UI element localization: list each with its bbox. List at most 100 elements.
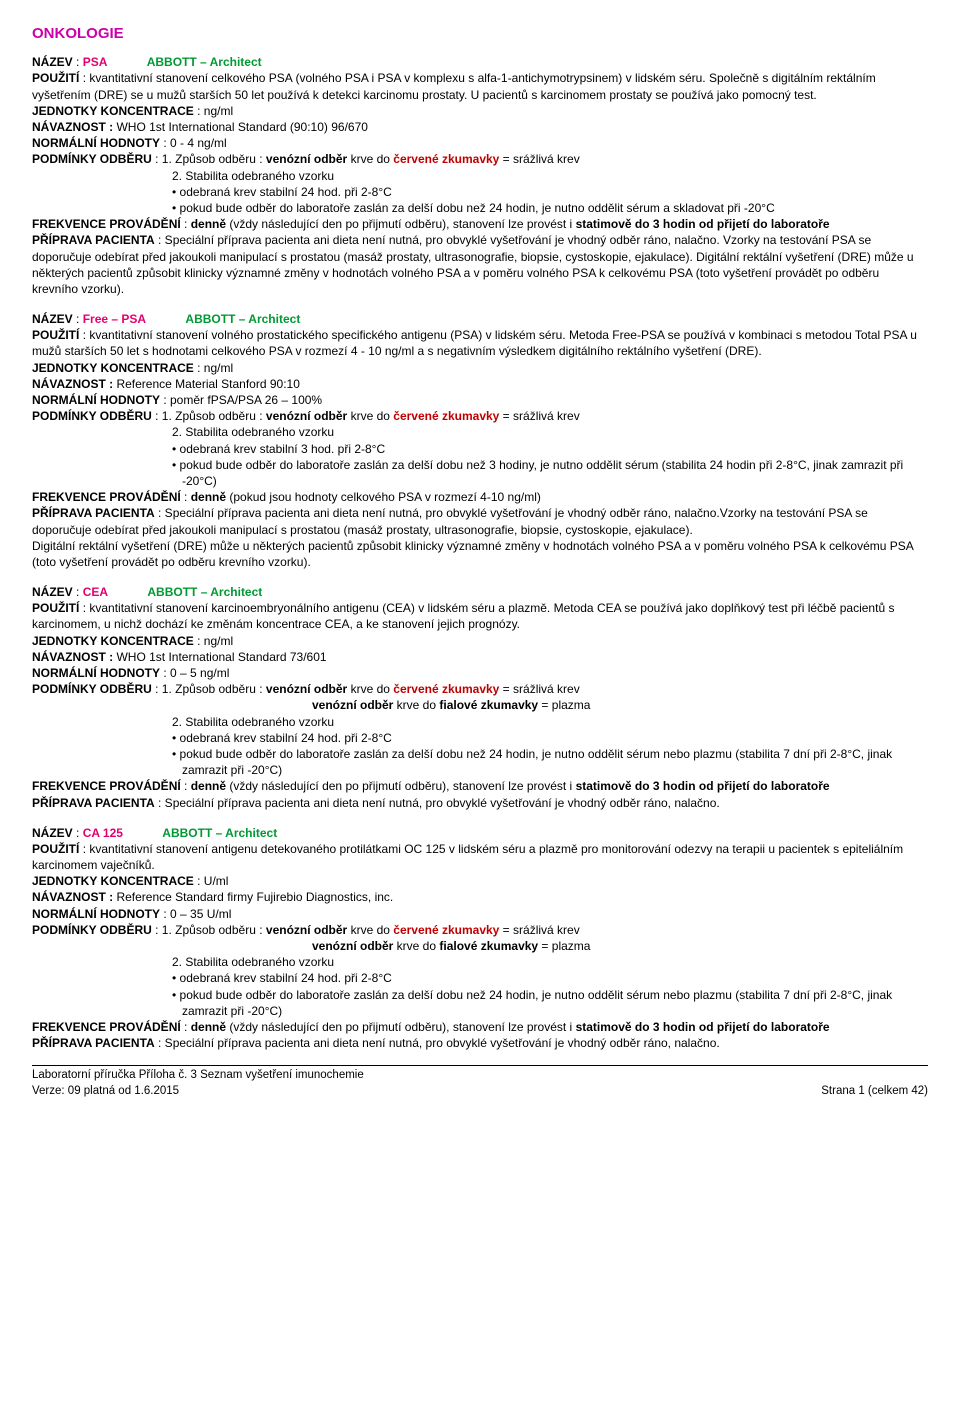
label-podminky: PODMÍNKY ODBĚRU <box>32 409 152 423</box>
psa-pod1d: červené zkumavky <box>393 152 499 166</box>
psa-fa: : <box>184 217 191 231</box>
label-jednotky: JEDNOTKY KONCENTRACE <box>32 874 194 888</box>
fpsa-pod1b: venózní odběr <box>266 409 347 423</box>
label-podminky: PODMÍNKY ODBĚRU <box>32 152 152 166</box>
ca125-bullet-1: odebraná krev stabilní 24 hod. při 2-8°C <box>32 970 928 986</box>
cea-system: ABBOTT – Architect <box>147 585 262 599</box>
label-jednotky: JEDNOTKY KONCENTRACE <box>32 634 194 648</box>
cea-fa: : <box>184 779 191 793</box>
cea-navaznost: WHO 1st International Standard 73/601 <box>116 650 326 664</box>
cea-normalni: : 0 – 5 ng/ml <box>163 666 229 680</box>
psa-fc: (vždy následující den po přijmutí odběru… <box>226 217 576 231</box>
fpsa-bullet-2: pokud bude odběr do laboratoře zaslán za… <box>32 457 928 489</box>
fpsa-fc: (pokud jsou hodnoty celkového PSA v rozm… <box>226 490 541 504</box>
cea-jednotky: : ng/ml <box>197 634 233 648</box>
fpsa-pod1e: = srážlivá krev <box>499 409 579 423</box>
label-navaznost: NÁVAZNOST : <box>32 377 113 391</box>
cea-pod1d: červené zkumavky <box>393 682 499 696</box>
entry-ca125: NÁZEV : CA 125 ABBOTT – Architect POUŽIT… <box>32 825 928 1052</box>
ca125-jednotky: : U/ml <box>197 874 228 888</box>
ca125-pod1b: venózní odběr <box>266 923 347 937</box>
label-frekvence: FREKVENCE PROVÁDĚNÍ <box>32 1020 181 1034</box>
cea-bullet-2: pokud bude odběr do laboratoře zaslán za… <box>32 746 928 778</box>
psa-system: ABBOTT – Architect <box>147 55 262 69</box>
label-normalni: NORMÁLNÍ HODNOTY <box>32 907 160 921</box>
fpsa-bullet-1: odebraná krev stabilní 3 hod. při 2-8°C <box>32 441 928 457</box>
cea-pod2c: fialové zkumavky <box>439 698 538 712</box>
label-normalni: NORMÁLNÍ HODNOTY <box>32 393 160 407</box>
ca125-navaznost: Reference Standard firmy Fujirebio Diagn… <box>116 890 393 904</box>
label-frekvence: FREKVENCE PROVÁDĚNÍ <box>32 779 181 793</box>
label-nazev: NÁZEV <box>32 312 73 326</box>
footer: Laboratorní příručka Příloha č. 3 Seznam… <box>32 1068 928 1099</box>
section-header: ONKOLOGIE <box>32 24 928 44</box>
ca125-pod1d: červené zkumavky <box>393 923 499 937</box>
cea-pouziti: : kvantitativní stanovení karcinoembryon… <box>32 601 894 631</box>
cea-fb: denně <box>191 779 226 793</box>
entry-psa: NÁZEV : PSA ABBOTT – Architect POUŽITÍ :… <box>32 54 928 297</box>
fpsa-priprava2: Digitální rektální vyšetření (DRE) může … <box>32 538 928 570</box>
ca125-normalni: : 0 – 35 U/ml <box>163 907 231 921</box>
label-pouziti: POUŽITÍ <box>32 71 79 85</box>
stabilita-label: 2. Stabilita odebraného vzorku <box>32 168 928 184</box>
ca125-pod1c: krve do <box>347 923 393 937</box>
fpsa-pod1a: : 1. Způsob odběru : <box>155 409 266 423</box>
label-jednotky: JEDNOTKY KONCENTRACE <box>32 104 194 118</box>
label-jednotky: JEDNOTKY KONCENTRACE <box>32 361 194 375</box>
cea-pod2b: krve do <box>393 698 439 712</box>
label-pouziti: POUŽITÍ <box>32 601 79 615</box>
ca125-name: CA 125 <box>83 826 123 840</box>
footer-page: Strana 1 (celkem 42) <box>821 1084 928 1100</box>
ca125-pod2d: = plazma <box>538 939 590 953</box>
ca125-pouziti: : kvantitativní stanovení antigenu detek… <box>32 842 903 872</box>
label-navaznost: NÁVAZNOST : <box>32 890 113 904</box>
label-normalni: NORMÁLNÍ HODNOTY <box>32 666 160 680</box>
label-podminky: PODMÍNKY ODBĚRU <box>32 682 152 696</box>
label-frekvence: FREKVENCE PROVÁDĚNÍ <box>32 217 181 231</box>
cea-pod2a: venózní odběr <box>312 698 393 712</box>
cea-priprava: : Speciální příprava pacienta ani dieta … <box>158 796 720 810</box>
cea-name: CEA <box>83 585 108 599</box>
psa-bullet-2: pokud bude odběr do laboratoře zaslán za… <box>32 200 928 216</box>
entry-free-psa: NÁZEV : Free – PSA ABBOTT – Architect PO… <box>32 311 928 570</box>
cea-pod1c: krve do <box>347 682 393 696</box>
psa-pouziti: : kvantitativní stanovení celkového PSA … <box>32 71 876 101</box>
cea-fc: (vždy následující den po přijmutí odběru… <box>226 779 576 793</box>
psa-pod1a: : 1. Způsob odběru : <box>155 152 266 166</box>
psa-normalni: : 0 - 4 ng/ml <box>163 136 226 150</box>
label-nazev: NÁZEV <box>32 826 73 840</box>
label-pouziti: POUŽITÍ <box>32 328 79 342</box>
psa-fd: statimově do 3 hodin od přijetí do labor… <box>576 217 830 231</box>
footer-line-2: Verze: 09 platná od 1.6.2015 <box>32 1085 179 1097</box>
fpsa-pod1c: krve do <box>347 409 393 423</box>
cea-fd: statimově do 3 hodin od přijetí do labor… <box>576 779 830 793</box>
fpsa-normalni: : poměr fPSA/PSA 26 – 100% <box>163 393 322 407</box>
cea-pod1a: : 1. Způsob odběru : <box>155 682 266 696</box>
stabilita-label: 2. Stabilita odebraného vzorku <box>32 714 928 730</box>
label-pouziti: POUŽITÍ <box>32 842 79 856</box>
ca125-fc: (vždy následující den po přijmutí odběru… <box>226 1020 576 1034</box>
footer-divider <box>32 1065 928 1066</box>
label-priprava: PŘÍPRAVA PACIENTA <box>32 1036 155 1050</box>
psa-pod1b: venózní odběr <box>266 152 347 166</box>
ca125-pod2b: krve do <box>393 939 439 953</box>
psa-bullet-1: odebraná krev stabilní 24 hod. při 2-8°C <box>32 184 928 200</box>
psa-navaznost: WHO 1st International Standard (90:10) 9… <box>116 120 367 134</box>
label-priprava: PŘÍPRAVA PACIENTA <box>32 233 155 247</box>
psa-jednotky: : ng/ml <box>197 104 233 118</box>
ca125-pod1a: : 1. Způsob odběru : <box>155 923 266 937</box>
psa-pod1c: krve do <box>347 152 393 166</box>
fpsa-system: ABBOTT – Architect <box>185 312 300 326</box>
fpsa-priprava: : Speciální příprava pacienta ani dieta … <box>32 506 868 536</box>
ca125-fd: statimově do 3 hodin od přijetí do labor… <box>576 1020 830 1034</box>
cea-pod1b: venózní odběr <box>266 682 347 696</box>
fpsa-pod1d: červené zkumavky <box>393 409 499 423</box>
label-frekvence: FREKVENCE PROVÁDĚNÍ <box>32 490 181 504</box>
label-nazev: NÁZEV <box>32 585 73 599</box>
cea-pod2d: = plazma <box>538 698 590 712</box>
label-navaznost: NÁVAZNOST : <box>32 120 113 134</box>
label-podminky: PODMÍNKY ODBĚRU <box>32 923 152 937</box>
ca125-priprava: : Speciální příprava pacienta ani dieta … <box>158 1036 720 1050</box>
label-nazev: NÁZEV <box>32 55 73 69</box>
ca125-pod2a: venózní odběr <box>312 939 393 953</box>
